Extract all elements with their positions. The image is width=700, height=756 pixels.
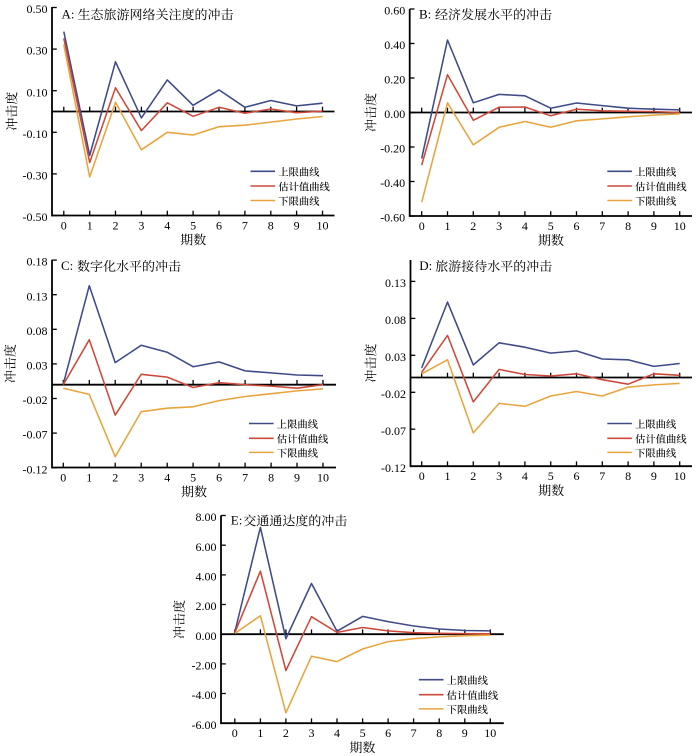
svg-text:0.08: 0.08: [385, 313, 406, 327]
svg-text:10: 10: [674, 219, 686, 233]
svg-text:3: 3: [496, 469, 502, 483]
svg-text:0.13: 0.13: [385, 276, 406, 290]
svg-text:4: 4: [522, 219, 528, 233]
svg-text:0.00: 0.00: [196, 629, 217, 643]
svg-text:1: 1: [445, 219, 451, 233]
svg-text:0.03: 0.03: [27, 359, 48, 373]
svg-text:-2.00: -2.00: [192, 659, 217, 673]
svg-text:4: 4: [522, 469, 528, 483]
svg-text:3: 3: [496, 219, 502, 233]
svg-text:2: 2: [470, 219, 476, 233]
svg-text:0: 0: [419, 469, 425, 483]
svg-text:0.03: 0.03: [385, 350, 406, 364]
svg-text:B:: B:: [419, 7, 431, 22]
svg-text:-4.00: -4.00: [192, 688, 217, 702]
svg-text:7: 7: [599, 469, 605, 483]
svg-text:0.40: 0.40: [384, 38, 405, 52]
svg-text:C:: C:: [61, 258, 73, 273]
svg-text:5: 5: [190, 471, 196, 485]
svg-text:2.00: 2.00: [196, 599, 217, 613]
svg-text:-0.02: -0.02: [23, 393, 48, 407]
svg-text:-0.12: -0.12: [381, 461, 406, 475]
svg-text:10: 10: [317, 219, 329, 233]
svg-text:6: 6: [216, 471, 222, 485]
svg-text:8: 8: [436, 726, 442, 740]
svg-text:5: 5: [190, 219, 196, 233]
svg-text:0.13: 0.13: [27, 289, 48, 303]
svg-text:7: 7: [411, 726, 417, 740]
svg-text:1: 1: [445, 469, 451, 483]
svg-text:1: 1: [86, 471, 92, 485]
svg-text:6: 6: [385, 726, 391, 740]
svg-text:3: 3: [309, 726, 315, 740]
svg-text:9: 9: [294, 471, 300, 485]
svg-text:0.10: 0.10: [27, 85, 48, 99]
svg-text:9: 9: [294, 219, 300, 233]
svg-text:D:: D:: [419, 258, 432, 273]
svg-text:-0.07: -0.07: [381, 424, 406, 438]
svg-text:3: 3: [138, 219, 144, 233]
svg-text:-0.60: -0.60: [380, 211, 405, 225]
svg-text:4.00: 4.00: [196, 570, 217, 584]
svg-text:0: 0: [60, 471, 66, 485]
svg-text:0.60: 0.60: [384, 4, 405, 18]
svg-text:1: 1: [257, 726, 263, 740]
svg-text:E:: E:: [231, 513, 243, 528]
svg-text:1: 1: [87, 219, 93, 233]
svg-text:10: 10: [317, 471, 329, 485]
svg-text:-0.12: -0.12: [23, 462, 48, 476]
svg-text:-0.50: -0.50: [23, 210, 48, 224]
svg-text:A:: A:: [62, 7, 75, 22]
svg-text:0.18: 0.18: [27, 255, 48, 269]
svg-text:2: 2: [113, 219, 119, 233]
svg-text:4: 4: [334, 726, 340, 740]
svg-text:0.50: 0.50: [27, 2, 48, 16]
svg-text:10: 10: [674, 469, 686, 483]
svg-text:5: 5: [360, 726, 366, 740]
svg-text:-0.07: -0.07: [23, 428, 48, 442]
svg-text:-0.20: -0.20: [380, 142, 405, 156]
svg-text:2: 2: [470, 469, 476, 483]
svg-text:8: 8: [268, 219, 274, 233]
svg-text:6.00: 6.00: [196, 540, 217, 554]
svg-text:8: 8: [625, 219, 631, 233]
svg-text:8: 8: [625, 469, 631, 483]
svg-text:6: 6: [216, 219, 222, 233]
svg-text:0.30: 0.30: [27, 44, 48, 58]
svg-text:0.08: 0.08: [27, 324, 48, 338]
svg-text:7: 7: [242, 471, 248, 485]
svg-text:7: 7: [599, 219, 605, 233]
svg-text:5: 5: [548, 219, 554, 233]
svg-text:-0.30: -0.30: [23, 169, 48, 183]
svg-text:8.00: 8.00: [196, 510, 217, 524]
svg-text:-0.02: -0.02: [381, 387, 406, 401]
svg-text:10: 10: [484, 726, 496, 740]
svg-text:9: 9: [462, 726, 468, 740]
svg-text:9: 9: [651, 469, 657, 483]
svg-text:0: 0: [232, 726, 238, 740]
svg-text:-0.40: -0.40: [380, 176, 405, 190]
svg-text:2: 2: [112, 471, 118, 485]
svg-text:5: 5: [548, 469, 554, 483]
svg-text:4: 4: [164, 219, 170, 233]
svg-text:-6.00: -6.00: [192, 718, 217, 732]
svg-text:7: 7: [242, 219, 248, 233]
svg-text:0: 0: [61, 219, 67, 233]
svg-text:0.20: 0.20: [384, 73, 405, 87]
svg-text:6: 6: [574, 219, 580, 233]
svg-text:6: 6: [574, 469, 580, 483]
svg-text:9: 9: [651, 219, 657, 233]
svg-text:2: 2: [283, 726, 289, 740]
svg-text:3: 3: [138, 471, 144, 485]
svg-text:4: 4: [164, 471, 170, 485]
svg-text:0: 0: [419, 219, 425, 233]
svg-text:0.00: 0.00: [384, 107, 405, 121]
svg-text:8: 8: [268, 471, 274, 485]
svg-text:-0.10: -0.10: [23, 127, 48, 141]
